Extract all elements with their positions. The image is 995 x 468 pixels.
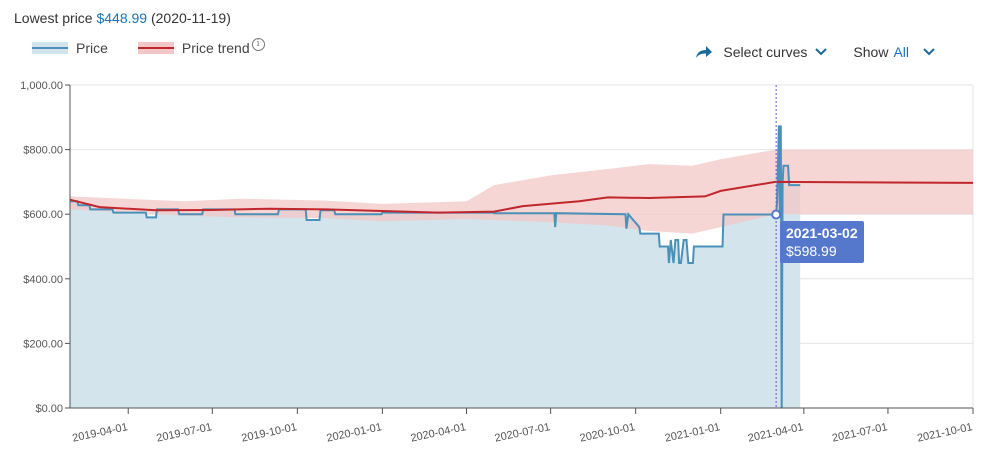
show-label: Show: [853, 44, 889, 60]
x-tick-label: 2021-01-01: [664, 421, 722, 444]
price-swatch: [32, 42, 68, 54]
select-curves-button[interactable]: Select curves: [695, 44, 828, 60]
x-tick-label: 2020-04-01: [410, 421, 468, 444]
x-tick-label: 2021-10-01: [916, 421, 974, 444]
x-tick-label: 2020-01-01: [325, 421, 383, 444]
chevron-down-icon: [815, 48, 828, 56]
legend-item-price-trend[interactable]: Price trend i: [137, 37, 265, 56]
show-dropdown[interactable]: Show All: [853, 44, 935, 60]
x-tick-label: 2020-07-01: [494, 421, 552, 444]
y-axis-ticks: $0.00 $200.00 $400.00 $600.00 $800.00 1,000.0…: [20, 80, 70, 415]
y-tick-label: $400.00: [23, 274, 63, 286]
select-curves-label: Select curves: [723, 44, 808, 60]
y-tick-label: $600.00: [23, 209, 63, 221]
y-tick-label: 1,000.00: [20, 80, 63, 92]
lowest-price-summary: Lowest price $448.99 (2020-11-19): [14, 10, 231, 26]
lowest-price-value: $448.99: [96, 10, 148, 26]
lowest-price-date: (2020-11-19): [147, 10, 231, 26]
trend-band: [70, 149, 973, 234]
legend-price-label: Price: [76, 40, 108, 56]
trend-line: [69, 180, 974, 214]
lowest-price-prefix: Lowest price: [14, 10, 97, 26]
x-tick-label: 2019-04-01: [71, 421, 129, 444]
x-axis-ticks: 2019-04-01 2019-07-01 2019-10-01 2020-01-01…: [71, 408, 974, 445]
chart-controls: Select curves Show All: [669, 44, 935, 60]
chevron-down-icon: [923, 48, 935, 56]
y-tick-label: $0.00: [35, 403, 63, 415]
legend-trend-label: Price trend: [181, 40, 250, 56]
x-tick-label: 2021-07-01: [831, 421, 889, 444]
share-arrow-icon: [696, 46, 713, 58]
x-tick-label: 2019-07-01: [155, 421, 213, 444]
price-area: [70, 125, 801, 409]
y-tick-label: $200.00: [23, 338, 63, 350]
x-tick-label: 2021-04-01: [747, 421, 805, 444]
y-tick-label: $800.00: [23, 145, 63, 157]
info-icon[interactable]: i: [251, 37, 265, 51]
chart-axes: [69, 85, 973, 409]
hover-marker: [771, 209, 782, 220]
hover-tooltip: 2021-03-02 $598.99: [780, 221, 864, 263]
x-tick-label: 2020-10-01: [579, 421, 637, 444]
chart-legend: Price Price trend i: [32, 37, 295, 56]
legend-item-price[interactable]: Price: [32, 40, 108, 56]
price-trend-swatch: [137, 42, 174, 54]
tooltip-price: $598.99: [786, 243, 837, 259]
x-tick-label: 2019-10-01: [240, 421, 298, 444]
show-value: All: [893, 44, 909, 60]
tooltip-date: 2021-03-02: [786, 225, 858, 241]
